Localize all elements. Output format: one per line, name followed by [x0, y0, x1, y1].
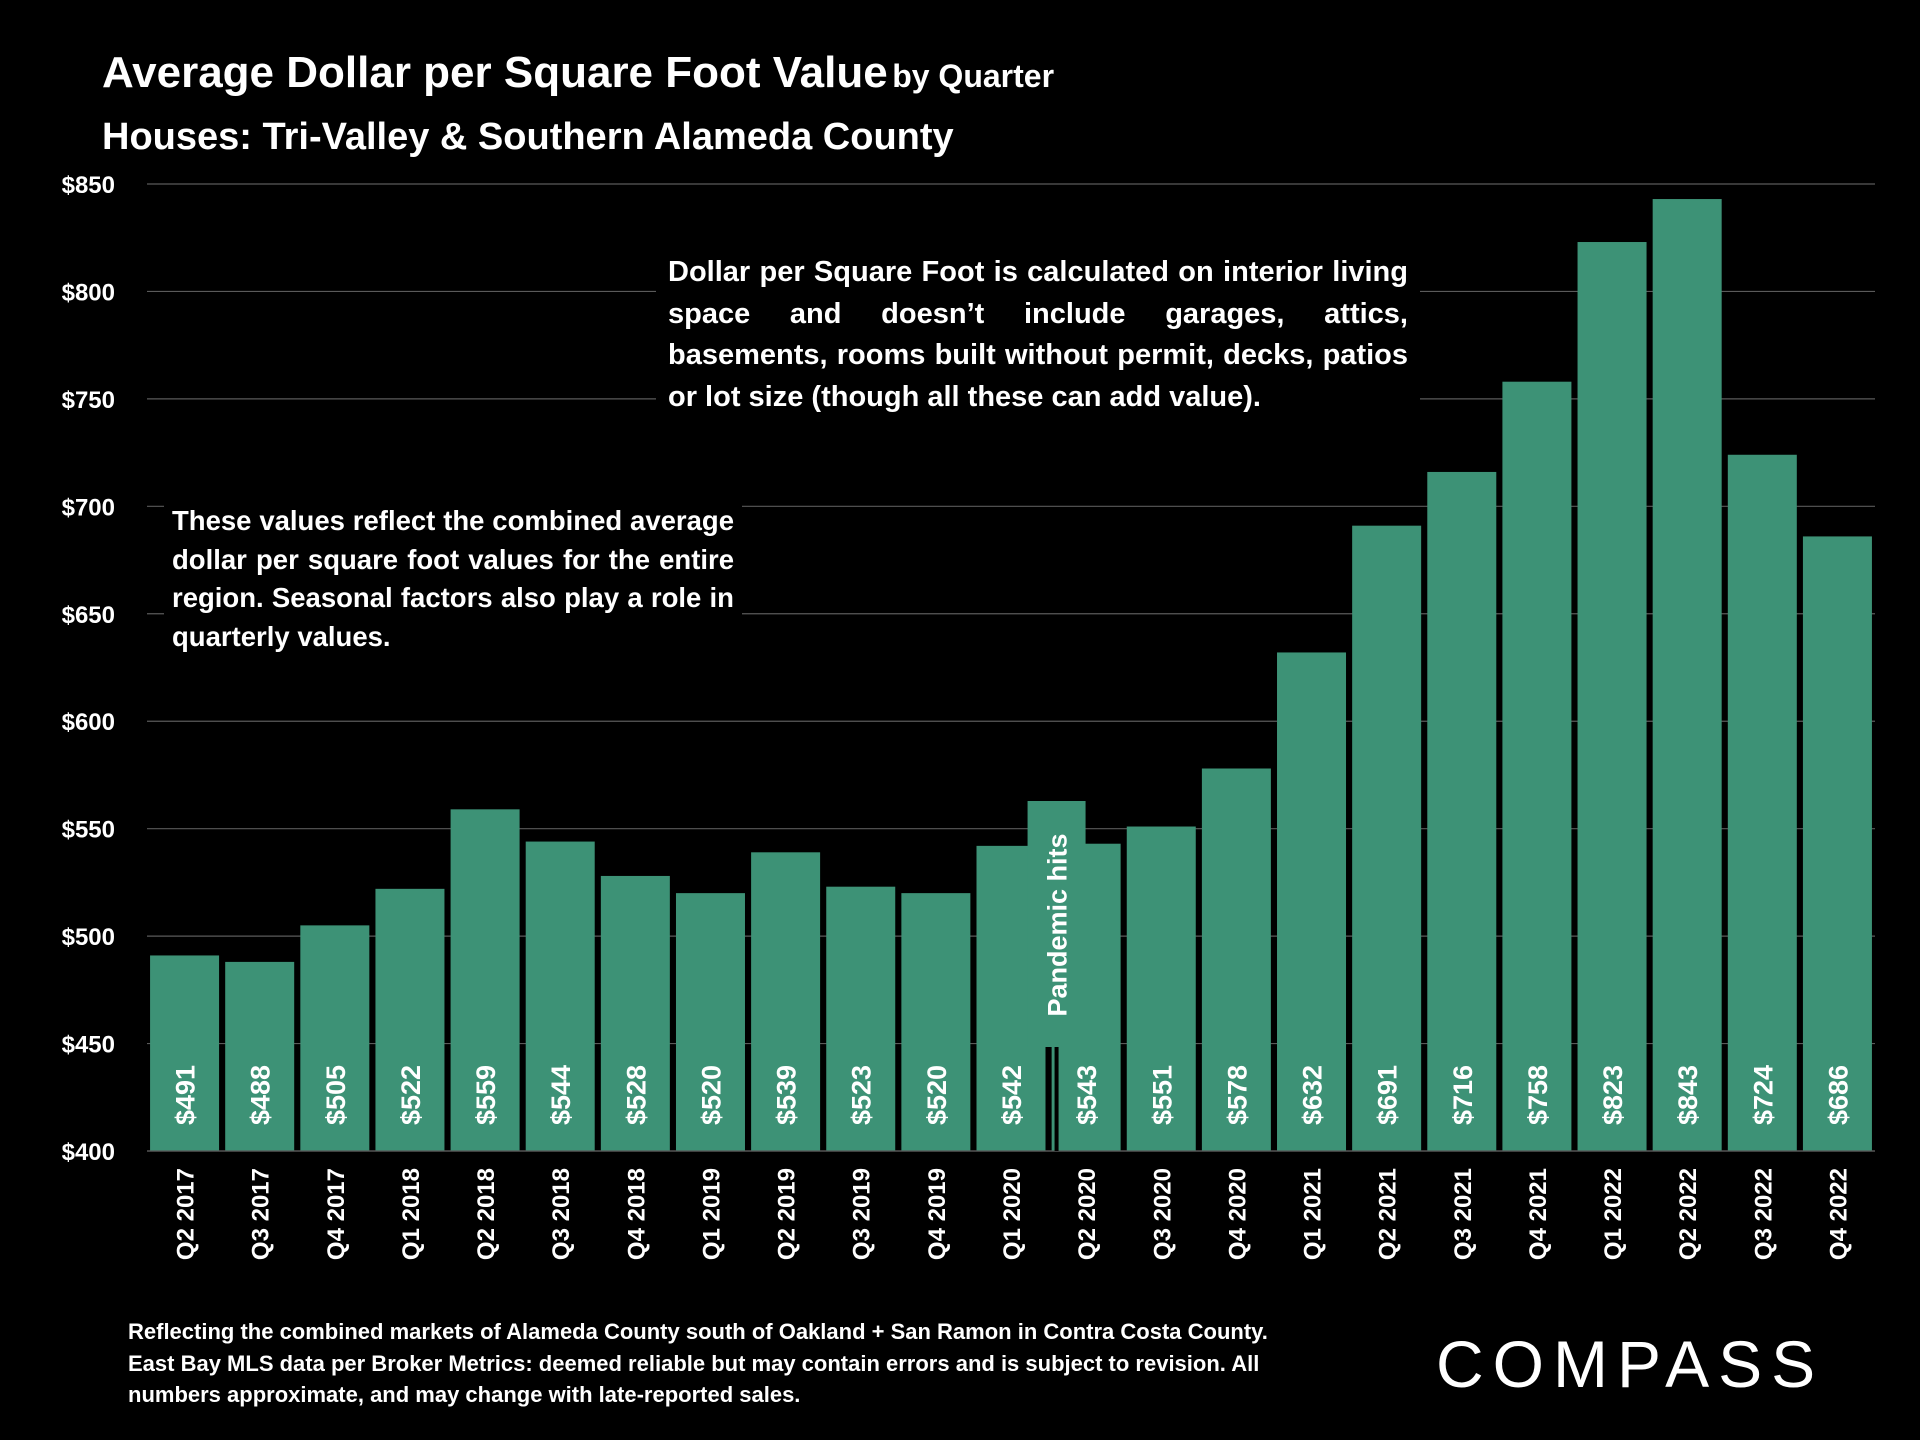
bar-value-label: $505: [321, 1065, 351, 1125]
x-tick-label: Q2 2022: [1675, 1168, 1702, 1260]
bar-value-label: $724: [1748, 1065, 1778, 1125]
bar: [1352, 525, 1422, 1151]
bar: [450, 809, 520, 1151]
x-tick-label: Q3 2017: [248, 1168, 275, 1260]
x-tick-label: Q2 2019: [774, 1168, 801, 1260]
bar-value-label: $491: [171, 1065, 201, 1125]
source-footnote: Reflecting the combined markets of Alame…: [128, 1319, 1268, 1407]
bar: [1802, 536, 1872, 1151]
chart-title-main: Average Dollar per Square Foot Value: [102, 48, 888, 97]
bar: [1577, 242, 1647, 1151]
chart-title-suffix: by Quarter: [892, 58, 1055, 94]
bar-value-label: $559: [471, 1065, 501, 1125]
calculation-note: Dollar per Square Foot is calculated on …: [656, 252, 1420, 418]
y-tick-label: $650: [62, 602, 115, 629]
bar-value-label: $691: [1373, 1065, 1403, 1125]
bar-value-label: $522: [396, 1065, 426, 1125]
bar-value-label: $542: [997, 1065, 1027, 1125]
bar-value-label: $520: [696, 1065, 726, 1125]
bar: [1727, 454, 1797, 1151]
x-tick-label: Q1 2021: [1300, 1168, 1327, 1260]
bar: [901, 893, 971, 1151]
y-tick-label: $750: [62, 387, 115, 414]
bar: [150, 955, 220, 1151]
bar-value-label: $539: [772, 1065, 802, 1125]
x-tick-label: Q1 2020: [999, 1168, 1026, 1260]
bar-value-label: $551: [1147, 1065, 1177, 1125]
x-tick-label: Q1 2022: [1600, 1168, 1627, 1260]
y-tick-label: $700: [62, 494, 115, 521]
x-tick-label: Q4 2017: [323, 1168, 350, 1260]
x-tick-label: Q2 2021: [1375, 1168, 1402, 1260]
bar-value-label: $528: [621, 1065, 651, 1125]
bar-value-label: $632: [1298, 1065, 1328, 1125]
bar: [826, 886, 896, 1151]
y-tick-label: $800: [62, 279, 115, 306]
chart-subtitle: Houses: Tri-Valley & Southern Alameda Co…: [102, 116, 954, 158]
bar: [600, 875, 670, 1151]
bar: [300, 925, 370, 1151]
y-tick-label: $600: [62, 709, 115, 736]
bar: [525, 841, 595, 1151]
x-tick-label: Q4 2020: [1224, 1168, 1251, 1260]
regional-note: These values reflect the combined averag…: [164, 502, 742, 656]
x-tick-label: Q3 2022: [1750, 1168, 1777, 1260]
y-tick-label: $450: [62, 1032, 115, 1059]
x-tick-label: Q3 2020: [1149, 1168, 1176, 1260]
x-tick-label: Q3 2019: [849, 1168, 876, 1260]
x-tick-label: Q1 2018: [398, 1168, 425, 1260]
y-tick-label: $850: [62, 172, 115, 199]
bar-value-label: $523: [847, 1065, 877, 1125]
chart-title: Average Dollar per Square Foot Value by …: [102, 48, 1054, 98]
bar: [751, 852, 821, 1151]
bar: [225, 961, 295, 1151]
bar: [1201, 768, 1271, 1151]
compass-logo: COMPASS: [1436, 1327, 1825, 1401]
x-tick-label: Q2 2020: [1074, 1168, 1101, 1260]
bar: [1277, 652, 1347, 1151]
x-tick-label: Q2 2018: [473, 1168, 500, 1260]
x-tick-label: Q1 2019: [698, 1168, 725, 1260]
bar: [1126, 826, 1196, 1151]
y-tick-label: $500: [62, 924, 115, 951]
pandemic-annotation-box: [1027, 801, 1086, 1047]
x-tick-label: Q3 2021: [1450, 1168, 1477, 1260]
x-tick-label: Q4 2019: [924, 1168, 951, 1260]
bar-value-label: $758: [1523, 1065, 1553, 1125]
bar: [1502, 381, 1572, 1152]
bar-value-label: $716: [1448, 1065, 1478, 1125]
bar-value-label: $578: [1222, 1065, 1252, 1125]
bar-value-label: $520: [922, 1065, 952, 1125]
bar: [375, 888, 445, 1151]
bar: [1427, 471, 1497, 1151]
y-tick-label: $550: [62, 817, 115, 844]
bar-value-label: $543: [1072, 1065, 1102, 1125]
bar-value-label: $843: [1673, 1065, 1703, 1125]
bar: [1652, 199, 1722, 1151]
bar-value-label: $686: [1823, 1065, 1853, 1125]
y-tick-label: $400: [62, 1139, 115, 1166]
pandemic-annotation-label: Pandemic hits: [1043, 833, 1073, 1016]
bar-value-label: $544: [546, 1065, 576, 1125]
x-tick-label: Q2 2017: [173, 1168, 200, 1260]
bar-value-label: $823: [1598, 1065, 1628, 1125]
bar: [675, 893, 745, 1151]
x-tick-label: Q3 2018: [548, 1168, 575, 1260]
x-tick-label: Q4 2021: [1525, 1168, 1552, 1260]
x-tick-label: Q4 2022: [1825, 1168, 1852, 1260]
bar-value-label: $488: [246, 1065, 276, 1125]
x-tick-label: Q4 2018: [623, 1168, 650, 1260]
